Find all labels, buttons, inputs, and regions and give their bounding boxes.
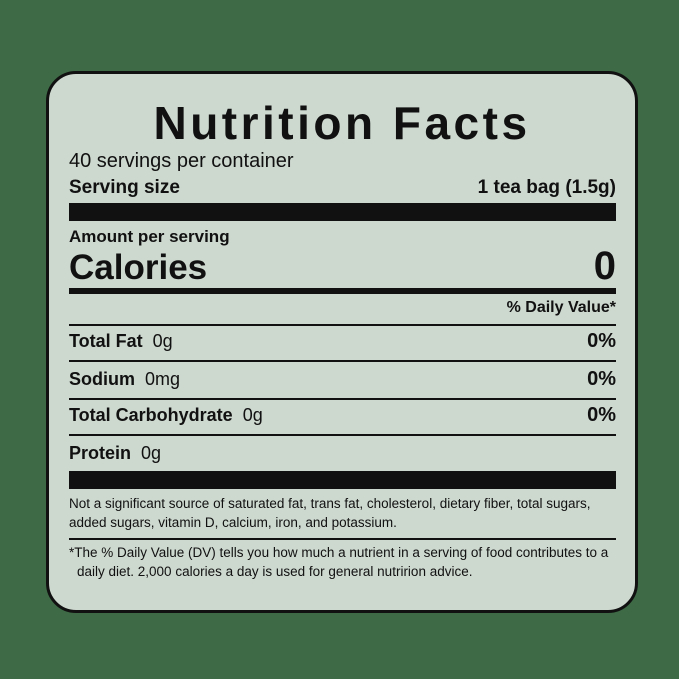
calories-value: 0 xyxy=(593,244,616,288)
nutrient-name: Total Fat xyxy=(69,331,143,351)
servings: 40 servings per container xyxy=(69,150,294,172)
nutrient-dv: 0% xyxy=(587,368,616,390)
nutrient-row: Total Carbohydrate 0g xyxy=(69,405,263,426)
thick-rule xyxy=(69,203,616,221)
calories-label: Calories xyxy=(69,248,208,287)
rule xyxy=(69,360,616,362)
nutrient-name: Protein xyxy=(69,443,132,463)
rule xyxy=(69,398,616,400)
nutrient-amount: 0g xyxy=(152,331,173,351)
nutrient-row: Total Fat 0g xyxy=(69,331,173,352)
footnote: *The % Daily Value (DV) tells you how mu… xyxy=(69,545,609,579)
medium-rule xyxy=(69,288,616,294)
nutrient-amount: 0g xyxy=(242,405,263,425)
nutrient-row: Sodium 0mg xyxy=(69,369,180,390)
thick-rule xyxy=(69,471,616,489)
rule xyxy=(69,324,616,326)
note: Not a significant source of saturated fa… xyxy=(69,496,591,530)
nutrient-name: Sodium xyxy=(69,369,135,389)
nutrient-amount: 0g xyxy=(141,443,162,463)
nutrient-dv: 0% xyxy=(587,330,616,352)
nutrition-label: Nutrition Facts 40 servings per containe… xyxy=(46,71,638,613)
title: Nutrition Facts xyxy=(153,97,531,149)
amount-per-serving: Amount per serving xyxy=(69,227,230,246)
nutrient-row: Protein 0g xyxy=(69,443,161,464)
nutrient-dv: 0% xyxy=(587,404,616,426)
rule xyxy=(69,434,616,436)
serving-size-label: Serving size xyxy=(69,177,180,198)
serving-size-value: 1 tea bag (1.5g) xyxy=(477,177,616,198)
rule xyxy=(69,538,616,540)
nutrient-amount: 0mg xyxy=(145,369,181,389)
nutrient-name: Total Carbohydrate xyxy=(69,405,233,425)
daily-value-header: % Daily Value* xyxy=(506,299,616,316)
